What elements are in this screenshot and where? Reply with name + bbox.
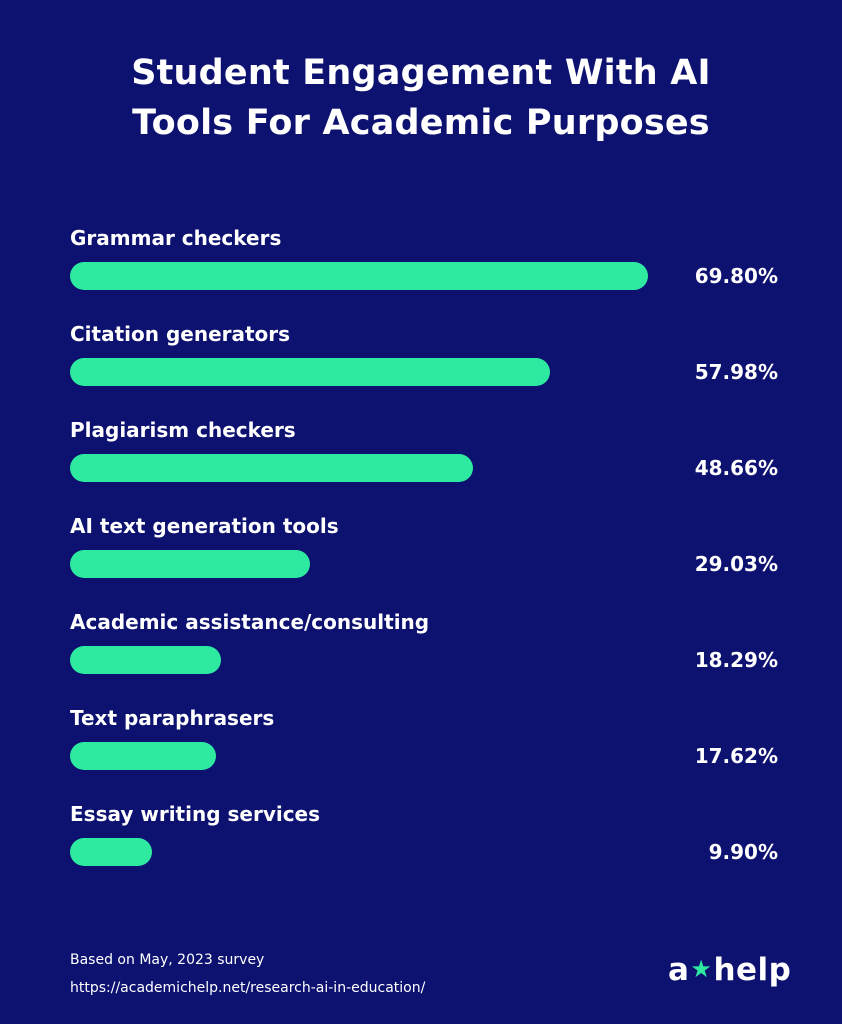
- chart-title: Student Engagement With AI Tools For Aca…: [0, 48, 842, 148]
- bar: [70, 358, 550, 386]
- bar-track: [70, 262, 670, 290]
- bar: [70, 742, 216, 770]
- star-icon: ★: [690, 955, 713, 983]
- bar-track: [70, 838, 670, 866]
- bar-value-label: 29.03%: [694, 552, 778, 576]
- bar-track: [70, 742, 670, 770]
- bar: [70, 646, 221, 674]
- bar-label: Essay writing services: [70, 802, 321, 826]
- bar-track: [70, 646, 670, 674]
- bar-value-label: 18.29%: [694, 648, 778, 672]
- logo-text-right: help: [713, 952, 792, 988]
- bar: [70, 262, 648, 290]
- bar-value-label: 69.80%: [694, 264, 778, 288]
- bar-label: Grammar checkers: [70, 226, 282, 250]
- source-link[interactable]: https://academichelp.net/research-ai-in-…: [70, 980, 426, 996]
- bar-track: [70, 358, 670, 386]
- bar-label: Plagiarism checkers: [70, 418, 296, 442]
- bar-label: Academic assistance/consulting: [70, 610, 430, 634]
- bar-label: Text paraphrasers: [70, 706, 275, 730]
- bar-track: [70, 550, 670, 578]
- bar-label: AI text generation tools: [70, 514, 339, 538]
- bar: [70, 550, 310, 578]
- bar-label: Citation generators: [70, 322, 291, 346]
- bar-value-label: 57.98%: [694, 360, 778, 384]
- chart-title-line-1: Student Engagement With AI: [131, 53, 711, 93]
- survey-note: Based on May, 2023 survey: [70, 952, 265, 968]
- bar: [70, 838, 152, 866]
- chart-title-line-2: Tools For Academic Purposes: [132, 103, 710, 143]
- logo-text-left: a: [668, 952, 690, 988]
- bar-value-label: 9.90%: [708, 840, 778, 864]
- bar-value-label: 48.66%: [694, 456, 778, 480]
- bar-value-label: 17.62%: [694, 744, 778, 768]
- bar-track: [70, 454, 670, 482]
- footer: Based on May, 2023 survey https://academ…: [70, 946, 425, 1002]
- brand-logo: a★help: [668, 950, 791, 992]
- bar: [70, 454, 473, 482]
